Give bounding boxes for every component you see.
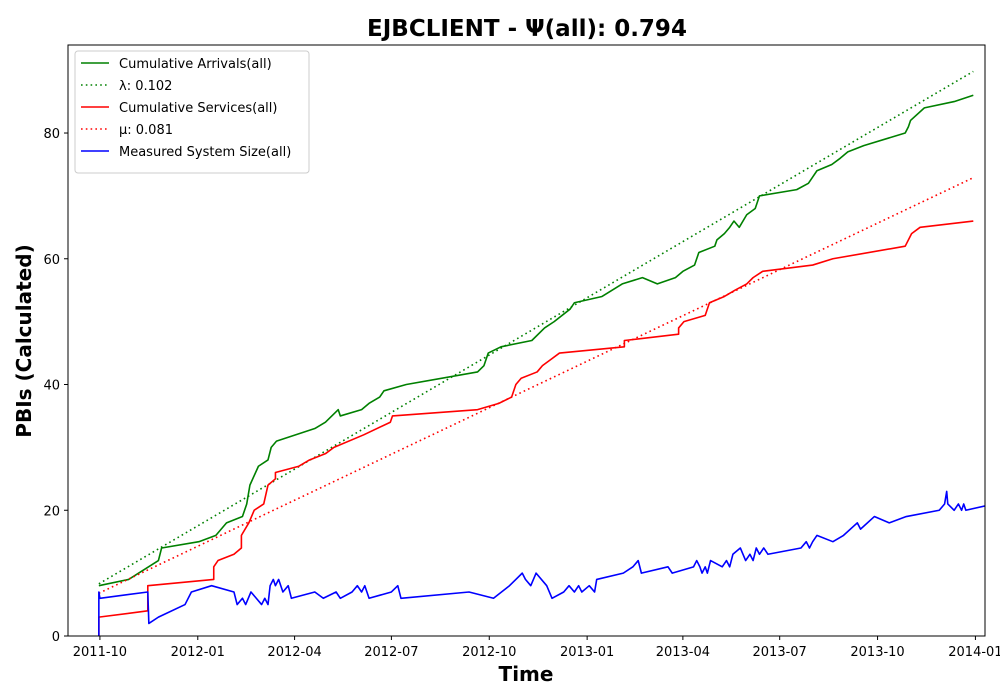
series-line-4 [98,490,985,636]
x-tick-label: 2012-10 [462,645,516,660]
x-tick-label: 2012-07 [364,645,418,660]
x-tick-label: 2013-04 [656,645,710,660]
x-tick-label: 2012-04 [267,645,321,660]
y-tick-label: 0 [52,630,60,645]
series-line-0 [98,94,974,587]
y-axis-title: PBIs (Calculated) [12,244,36,437]
x-axis-title: Time [499,662,554,686]
x-tick-label: 2012-01 [171,645,225,660]
x-tick-label: 2011-10 [73,645,127,660]
y-tick-label: 20 [43,504,60,519]
y-tick-label: 60 [43,253,60,268]
x-tick-label: 2013-07 [753,645,807,660]
series-line-2 [98,220,974,636]
series-line-3 [98,176,974,594]
legend-label: Cumulative Arrivals(all) [119,57,272,72]
chart-title: EJBCLIENT - Ψ(all): 0.794 [367,16,687,42]
legend-label: λ: 0.102 [119,79,172,94]
series-line-1 [98,70,974,585]
y-tick-label: 40 [43,379,60,394]
legend: Cumulative Arrivals(all) λ: 0.102 Cumulati… [74,50,310,174]
legend-label: Measured System Size(all) [119,145,291,160]
x-tick-label: 2014-01 [948,645,1000,660]
legend-box [74,50,310,174]
x-tick-label: 2013-01 [560,645,614,660]
plot-frame [67,44,986,637]
legend-label: Cumulative Services(all) [119,101,277,116]
y-tick-label: 80 [43,127,60,142]
legend-label: μ: 0.081 [119,123,173,138]
x-tick-label: 2013-10 [850,645,904,660]
